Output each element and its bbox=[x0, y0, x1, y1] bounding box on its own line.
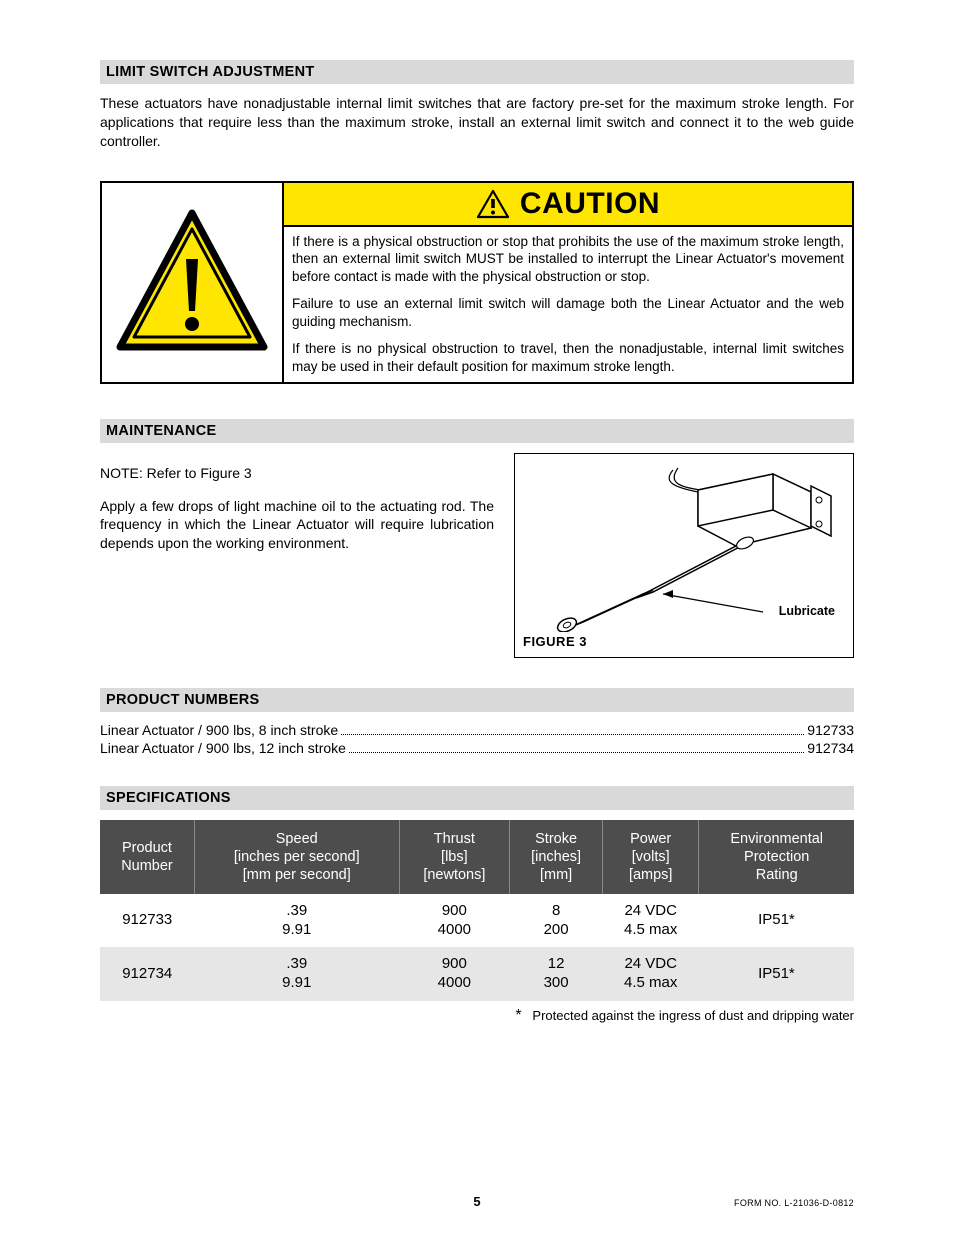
spec-cell: 912734 bbox=[100, 947, 194, 1001]
spec-col-header: Speed[inches per second][mm per second] bbox=[194, 820, 399, 894]
limit-switch-text: These actuators have nonadjustable inter… bbox=[100, 94, 854, 151]
maintenance-note: NOTE: Refer to Figure 3 bbox=[100, 465, 494, 481]
spec-cell: 12300 bbox=[510, 947, 603, 1001]
heading-product-numbers: PRODUCT NUMBERS bbox=[100, 688, 854, 712]
leader-dots bbox=[341, 726, 804, 734]
spec-col-header: Stroke[inches][mm] bbox=[510, 820, 603, 894]
maintenance-text: Apply a few drops of light machine oil t… bbox=[100, 497, 494, 554]
spec-col-header: Thrust[lbs][newtons] bbox=[399, 820, 510, 894]
maintenance-text-col: NOTE: Refer to Figure 3 Apply a few drop… bbox=[100, 453, 494, 658]
spec-col-header: Power[volts][amps] bbox=[603, 820, 699, 894]
caution-body: If there is a physical obstruction or st… bbox=[282, 227, 852, 382]
caution-icon-cell bbox=[102, 183, 282, 382]
page-footer: 5 FORM NO. L-21036-D-0812 bbox=[100, 1194, 854, 1209]
heading-limit-switch: LIMIT SWITCH ADJUSTMENT bbox=[100, 60, 854, 84]
spec-cell: 8200 bbox=[510, 894, 603, 948]
spec-footnote: * Protected against the ingress of dust … bbox=[100, 1007, 854, 1025]
spec-header-row: ProductNumberSpeed[inches per second][mm… bbox=[100, 820, 854, 894]
caution-right: CAUTION If there is a physical obstructi… bbox=[282, 183, 852, 382]
spec-row: 912734.399.9190040001230024 VDC4.5 maxIP… bbox=[100, 947, 854, 1001]
spec-col-header: EnvironmentalProtectionRating bbox=[699, 820, 854, 894]
heading-maintenance: MAINTENANCE bbox=[100, 419, 854, 443]
spec-cell: IP51* bbox=[699, 894, 854, 948]
product-number-row: Linear Actuator / 900 lbs, 12 inch strok… bbox=[100, 740, 854, 756]
form-number: FORM NO. L-21036-D-0812 bbox=[734, 1198, 854, 1208]
spec-cell: 24 VDC4.5 max bbox=[603, 947, 699, 1001]
spec-cell: .399.91 bbox=[194, 947, 399, 1001]
lubricate-label: Lubricate bbox=[779, 604, 835, 618]
spec-table: ProductNumberSpeed[inches per second][mm… bbox=[100, 820, 854, 1001]
caution-p2: Failure to use an external limit switch … bbox=[292, 295, 844, 330]
figure-3-box: Lubricate FIGURE 3 bbox=[514, 453, 854, 658]
caution-box: CAUTION If there is a physical obstructi… bbox=[100, 181, 854, 384]
figure-caption: FIGURE 3 bbox=[523, 634, 845, 649]
caution-p1: If there is a physical obstruction or st… bbox=[292, 233, 844, 286]
warning-triangle-small-icon bbox=[476, 189, 510, 219]
spec-cell: .399.91 bbox=[194, 894, 399, 948]
page-number: 5 bbox=[473, 1194, 480, 1209]
product-number: 912733 bbox=[807, 722, 854, 738]
product-number: 912734 bbox=[807, 740, 854, 756]
spec-cell: IP51* bbox=[699, 947, 854, 1001]
caution-word: CAUTION bbox=[520, 187, 660, 221]
spec-row: 912733.399.919004000820024 VDC4.5 maxIP5… bbox=[100, 894, 854, 948]
product-number-row: Linear Actuator / 900 lbs, 8 inch stroke… bbox=[100, 722, 854, 738]
warning-triangle-icon bbox=[112, 207, 272, 357]
caution-p3: If there is no physical obstruction to t… bbox=[292, 340, 844, 375]
footnote-text: Protected against the ingress of dust an… bbox=[532, 1008, 854, 1023]
spec-col-header: ProductNumber bbox=[100, 820, 194, 894]
spec-cell: 9004000 bbox=[399, 894, 510, 948]
product-name: Linear Actuator / 900 lbs, 8 inch stroke bbox=[100, 722, 338, 738]
leader-dots bbox=[349, 744, 804, 752]
spec-cell: 912733 bbox=[100, 894, 194, 948]
spec-cell: 9004000 bbox=[399, 947, 510, 1001]
product-number-list: Linear Actuator / 900 lbs, 8 inch stroke… bbox=[100, 722, 854, 756]
spec-body: 912733.399.919004000820024 VDC4.5 maxIP5… bbox=[100, 894, 854, 1001]
footnote-asterisk: * bbox=[515, 1007, 521, 1024]
heading-specifications: SPECIFICATIONS bbox=[100, 786, 854, 810]
product-name: Linear Actuator / 900 lbs, 12 inch strok… bbox=[100, 740, 346, 756]
spec-cell: 24 VDC4.5 max bbox=[603, 894, 699, 948]
caution-header: CAUTION bbox=[282, 183, 852, 227]
